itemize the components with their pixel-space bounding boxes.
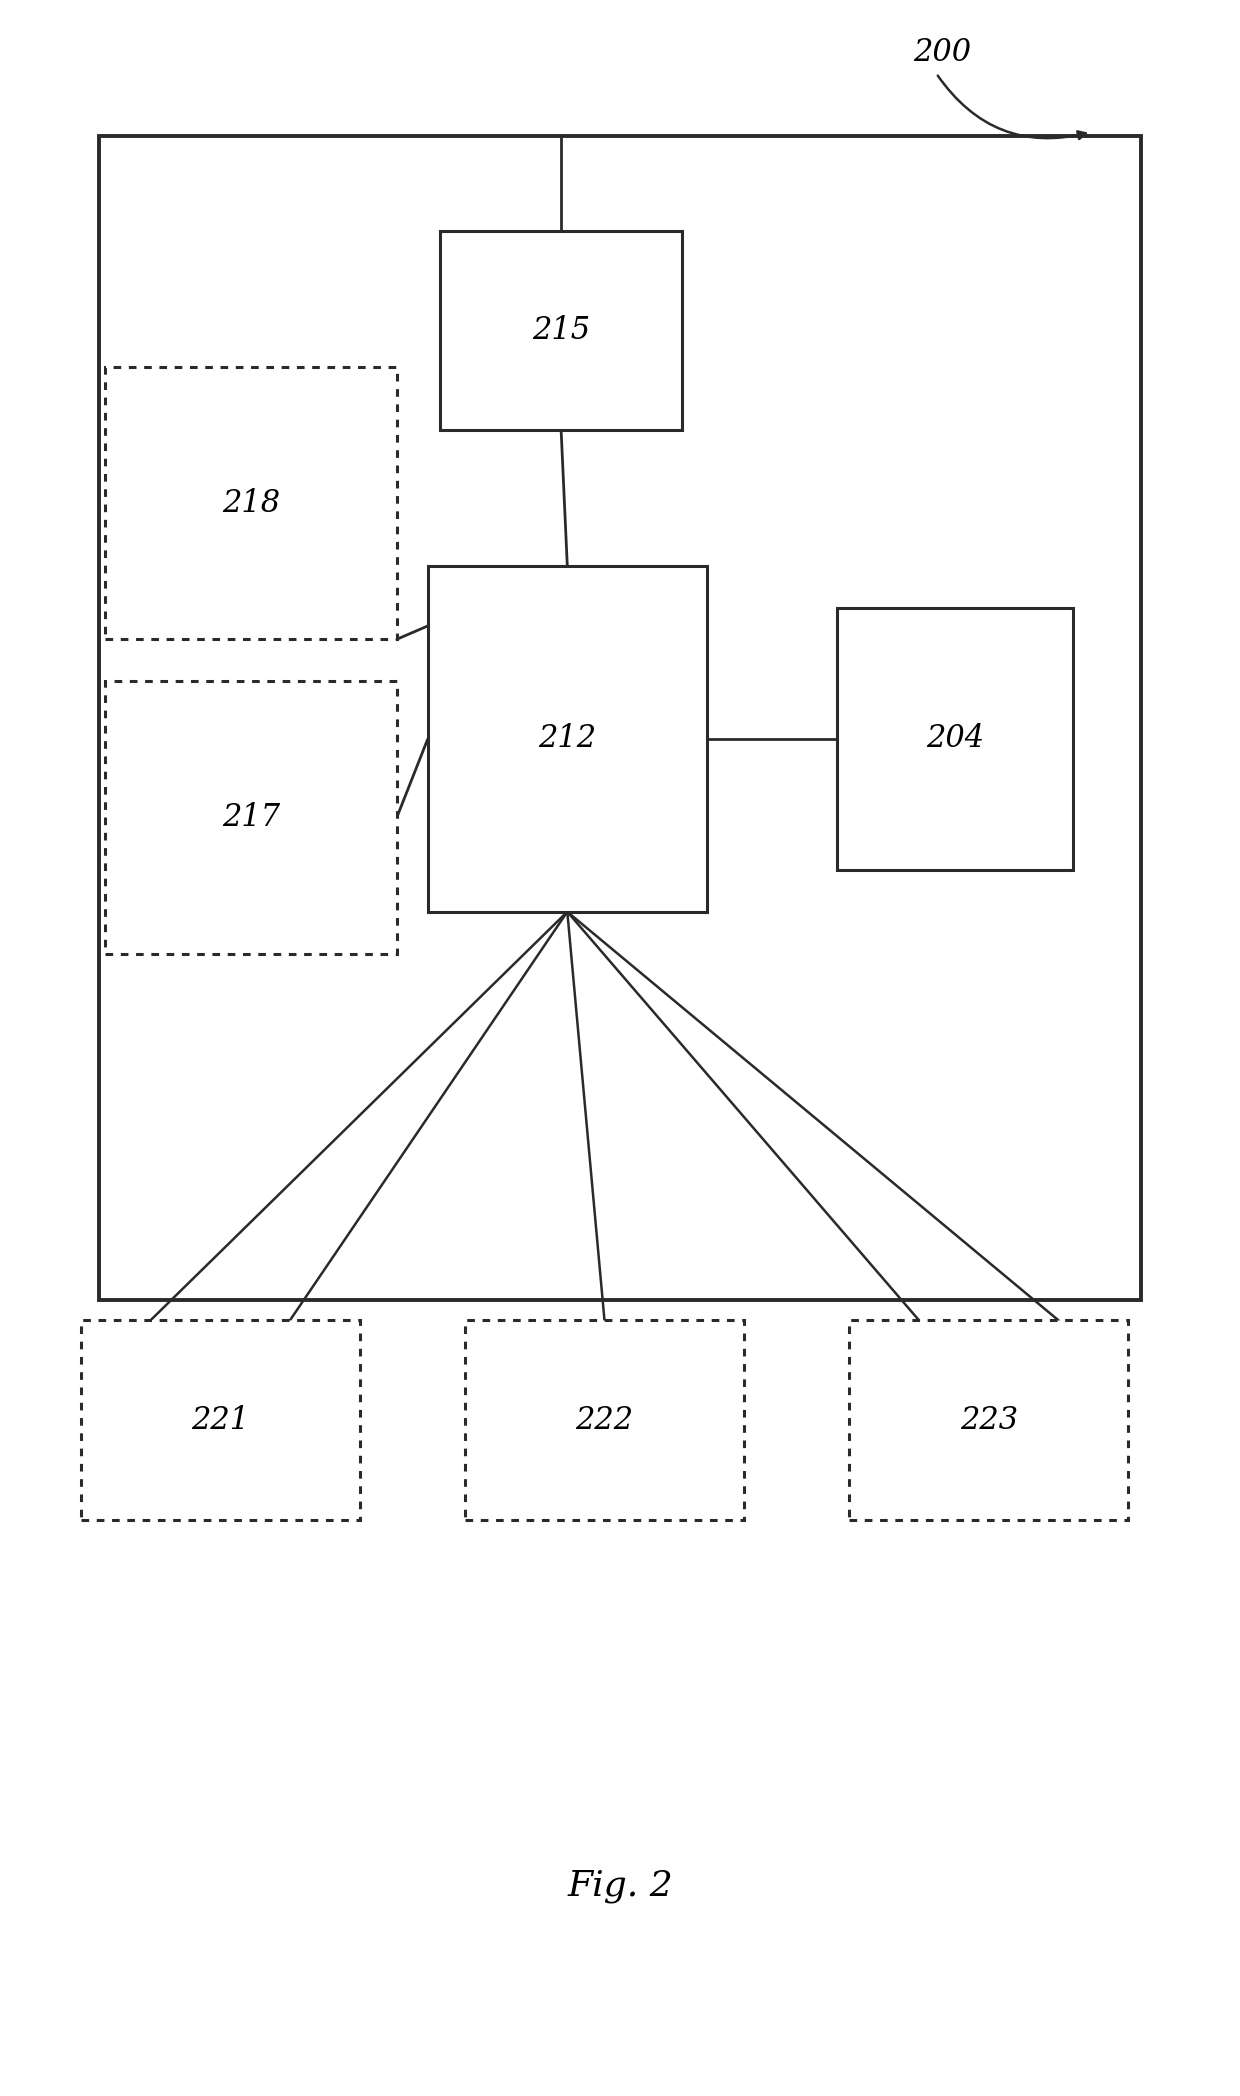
Text: 217: 217 bbox=[222, 803, 280, 832]
Text: 212: 212 bbox=[538, 723, 596, 755]
Text: 218: 218 bbox=[222, 488, 280, 518]
FancyBboxPatch shape bbox=[105, 681, 397, 954]
FancyBboxPatch shape bbox=[837, 608, 1073, 870]
Text: Fig. 2: Fig. 2 bbox=[567, 1870, 673, 1903]
Text: 222: 222 bbox=[575, 1404, 634, 1436]
FancyBboxPatch shape bbox=[849, 1320, 1128, 1520]
Text: 221: 221 bbox=[191, 1404, 249, 1436]
FancyBboxPatch shape bbox=[105, 367, 397, 639]
FancyBboxPatch shape bbox=[465, 1320, 744, 1520]
FancyArrowPatch shape bbox=[937, 75, 1086, 138]
FancyBboxPatch shape bbox=[440, 231, 682, 430]
Text: 204: 204 bbox=[926, 723, 983, 755]
Text: 223: 223 bbox=[960, 1404, 1018, 1436]
FancyBboxPatch shape bbox=[428, 566, 707, 912]
FancyBboxPatch shape bbox=[99, 136, 1141, 1300]
Text: 215: 215 bbox=[532, 314, 590, 346]
FancyBboxPatch shape bbox=[81, 1320, 360, 1520]
Text: 200: 200 bbox=[914, 38, 971, 67]
